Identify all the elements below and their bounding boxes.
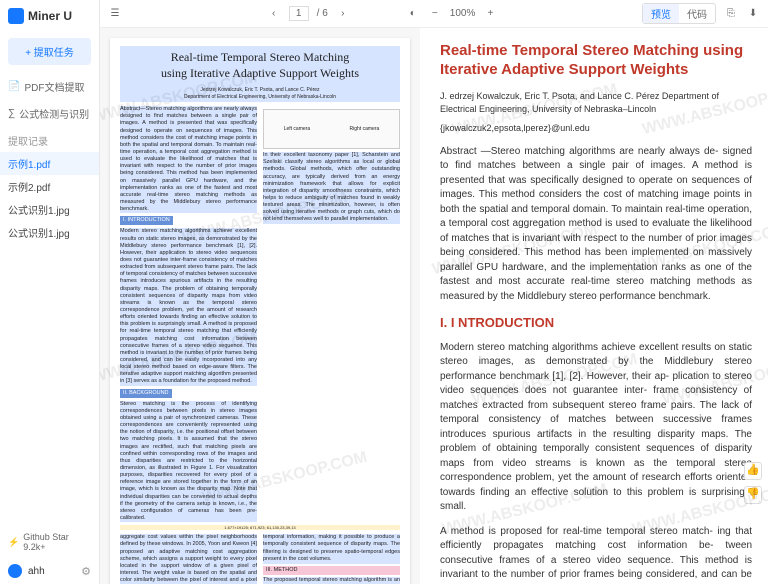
content-split: Real-time Temporal Stereo Matching using… <box>100 28 768 584</box>
pdf-section-bg: II. BACKGROUND <box>120 389 172 398</box>
pdf-figure-1: Left camera Right camera <box>263 109 400 149</box>
pdf-title-line: Real-time Temporal Stereo Matching <box>124 50 396 66</box>
logo-icon <box>8 8 24 24</box>
theme-icon[interactable]: ◐ <box>406 7 420 21</box>
dislike-button[interactable]: 👎 <box>744 486 762 504</box>
sidebar-file-item[interactable]: 公式识别1.jpg <box>0 221 99 244</box>
document-icon: 📄 <box>8 81 20 92</box>
sidebar-section-formula[interactable]: ∑ 公式检测与识别 <box>0 98 99 125</box>
pdf-title: Real-time Temporal Stereo Matching using… <box>120 46 400 85</box>
download-icon[interactable]: ⬇ <box>746 7 760 21</box>
reader-abstract: Abstract —Stereo matching algorithms are… <box>440 145 752 305</box>
reader-title: Real-time Temporal Stereo Matching using… <box>440 42 752 80</box>
copy-icon[interactable]: ⎘ <box>724 7 738 21</box>
github-icon: ⚡ <box>8 537 19 548</box>
zoom-in-icon[interactable]: + <box>483 7 497 21</box>
settings-icon[interactable]: ⚙ <box>81 565 91 578</box>
main: ☰ ‹ 1 / 6 › ◐ − 100% + 预览 代码 ⎘ ⬇ Real-ti… <box>100 0 768 584</box>
sidebar-section-label: PDF文档提取 <box>24 79 84 94</box>
pdf-page: Real-time Temporal Stereo Matching using… <box>110 38 410 584</box>
pdf-intro-text: Modern stereo matching algorithms achiev… <box>120 228 257 385</box>
tab-preview[interactable]: 预览 <box>643 4 679 23</box>
toolbar: ☰ ‹ 1 / 6 › ◐ − 100% + 预览 代码 ⎘ ⬇ <box>100 0 768 28</box>
sidebar: Miner U + 提取任务 📄 PDF文档提取 ∑ 公式检测与识别 提取记录 … <box>0 0 100 584</box>
pdf-method-text: The proposed temporal stereo matching al… <box>263 577 400 584</box>
pdf-abstract: Abstract—Stereo matching algorithms are … <box>120 106 257 213</box>
pdf-col-text: temporal information, making it possible… <box>263 534 400 564</box>
github-link[interactable]: ⚡ Github Star 9.2k+ <box>0 526 99 558</box>
sidebar-section-pdf[interactable]: 📄 PDF文档提取 <box>0 71 99 98</box>
logo-text: Miner U <box>28 9 72 23</box>
floating-actions: 👍 👎 <box>744 462 762 504</box>
pdf-affil-line: Department of Electrical Engineering, Un… <box>122 94 398 101</box>
tab-code[interactable]: 代码 <box>679 4 715 23</box>
user-row[interactable]: ahh ⚙ <box>0 558 99 584</box>
sidebar-file-item[interactable]: 公式识别1.jpg <box>0 198 99 221</box>
new-task-button[interactable]: + 提取任务 <box>8 38 91 65</box>
user-name: ahh <box>28 566 45 577</box>
pdf-authors: Jedrzej Kowalczuk, Eric T. Psota, and La… <box>120 85 400 102</box>
like-button[interactable]: 👍 <box>744 462 762 480</box>
avatar-icon <box>8 564 22 578</box>
fig-label: Right camera <box>350 126 380 133</box>
logo[interactable]: Miner U <box>0 0 99 32</box>
page-total: / 6 <box>317 8 328 19</box>
zoom-level: 100% <box>450 8 476 19</box>
reader-p-intro2: A method is proposed for real-time tempo… <box>440 525 752 584</box>
formula-icon: ∑ <box>8 108 15 119</box>
pdf-bg-text: Stereo matching is the process of identi… <box>120 401 257 522</box>
pdf-viewer[interactable]: Real-time Temporal Stereo Matching using… <box>100 28 420 584</box>
view-tabs: 预览 代码 <box>642 3 716 24</box>
sidebar-file-item[interactable]: 示例1.pdf <box>0 152 99 175</box>
pdf-taxonomy: In their excellent taxonomy paper [1], S… <box>263 152 400 223</box>
sidebar-section-label: 公式检测与识别 <box>19 106 89 121</box>
sidebar-file-item[interactable]: 示例2.pdf <box>0 175 99 198</box>
zoom-out-icon[interactable]: − <box>428 7 442 21</box>
sidebar-sub-header: 提取记录 <box>0 125 99 152</box>
reader-emails: {jkowalczuk2,epsota,lperez}@unl.edu <box>440 122 752 135</box>
reader-pane[interactable]: Real-time Temporal Stereo Matching using… <box>420 28 768 584</box>
fig-label: Left camera <box>284 126 310 133</box>
page-input[interactable]: 1 <box>289 6 309 21</box>
github-text: Github Star 9.2k+ <box>23 532 91 552</box>
sidebar-toggle-icon[interactable]: ☰ <box>108 7 122 21</box>
prev-page-icon[interactable]: ‹ <box>267 7 281 21</box>
pdf-section-intro: I. INTRODUCTION <box>120 216 173 225</box>
pdf-section-method: III. METHOD <box>263 566 400 575</box>
reader-authors: J. edrzej Kowalczuk, Eric T. Psota, and … <box>440 90 752 116</box>
pdf-fig-ref: 1.677×19125; 671,923; 61,130,23,39,13 <box>120 525 400 530</box>
pdf-title-line: using Iterative Adaptive Support Weights <box>124 66 396 82</box>
reader-h-intro: I. I NTRODUCTION <box>440 314 752 333</box>
pdf-agg-text: aggregate cost values within the pixel n… <box>120 534 257 584</box>
next-page-icon[interactable]: › <box>336 7 350 21</box>
reader-p-intro1: Modern stereo matching algorithms achiev… <box>440 341 752 515</box>
